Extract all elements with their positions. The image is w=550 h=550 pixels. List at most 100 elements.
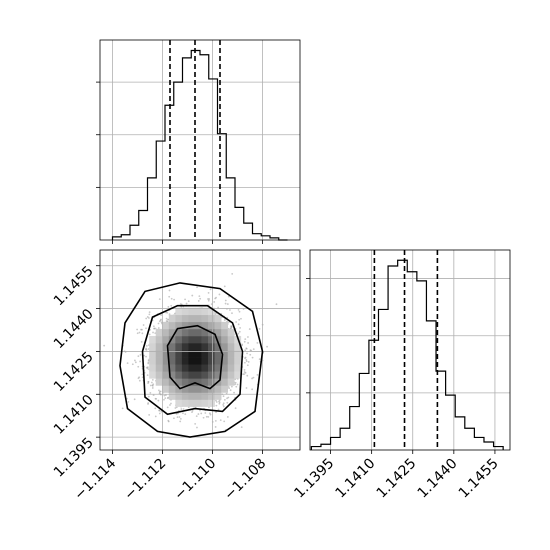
scatter-point [208, 298, 211, 300]
scatter-point [222, 403, 225, 406]
y-tick-label: 1.1425 [51, 349, 97, 395]
scatter-point [134, 359, 136, 362]
scatter-point [237, 323, 240, 326]
scatter-point [236, 383, 239, 386]
density-cell [175, 307, 183, 316]
density-cell [221, 321, 229, 330]
density-cell [221, 364, 229, 372]
scatter-point [159, 319, 162, 322]
density-cell [208, 371, 215, 379]
scatter-point [163, 394, 166, 397]
scatter-point [249, 353, 252, 356]
scatter-point [223, 420, 226, 423]
density-cell [162, 335, 170, 344]
density-cell [168, 364, 176, 372]
scatter-point [247, 361, 250, 363]
density-cell [195, 335, 202, 344]
scatter-point [148, 313, 151, 316]
scatter-point [245, 387, 248, 389]
scatter-point [249, 349, 252, 352]
density-cell [221, 378, 229, 386]
density-cell [155, 364, 163, 372]
density-cell [181, 378, 189, 386]
scatter-point [164, 397, 167, 399]
scatter-point [131, 363, 134, 366]
density-cell [208, 307, 215, 316]
density-cell [181, 343, 189, 351]
scatter-point [154, 332, 157, 335]
scatter-point [147, 362, 150, 365]
density-cell [155, 378, 163, 386]
scatter-point [231, 272, 234, 275]
density-cell [175, 350, 183, 358]
scatter-point [170, 304, 173, 307]
density-cell [162, 357, 170, 365]
density-cell [168, 371, 176, 379]
scatter-point [241, 344, 243, 347]
density-cell [208, 335, 215, 344]
ticks [306, 278, 496, 454]
density-cell [188, 321, 196, 330]
density-cell [188, 335, 196, 344]
scatter-point [251, 377, 253, 380]
scatter-point [141, 328, 143, 331]
scatter-point [139, 360, 142, 363]
scatter-point [252, 348, 255, 351]
density-cell [188, 392, 196, 400]
density-cell [201, 385, 209, 393]
density-cell [175, 328, 183, 337]
scatter-point [244, 356, 247, 359]
density-cell [168, 350, 176, 358]
scatter-point [148, 311, 151, 314]
scatter-point [237, 308, 240, 311]
scatter-point [227, 396, 230, 399]
density-cell [227, 364, 235, 372]
density-cell [234, 371, 242, 379]
scatter-point [245, 347, 248, 350]
axes-frame [99, 39, 301, 241]
scatter-point [145, 355, 147, 358]
density-cell [175, 335, 183, 344]
density-cell [162, 321, 170, 330]
x-tick-labels: −1.114 −1.112 −1.110 −1.108 [71, 455, 269, 503]
scatter-point [187, 300, 190, 303]
scatter-point [166, 406, 169, 409]
scatter-point [226, 416, 229, 418]
scatter-point [158, 409, 160, 412]
density-cell [195, 328, 202, 337]
density-cell [227, 335, 235, 344]
scatter-point [137, 377, 140, 380]
density-cell [195, 350, 202, 358]
density-cell [155, 371, 163, 379]
density-cell [188, 357, 196, 365]
scatter-point [246, 364, 249, 367]
density-cell [162, 371, 170, 379]
scatter-point [217, 408, 220, 411]
scatter-point [168, 289, 171, 292]
scatter-point [239, 327, 241, 329]
scatter-point [209, 288, 212, 291]
scatter-point [154, 407, 157, 410]
scatter-point [202, 416, 205, 419]
scatter-point [238, 330, 241, 333]
scatter-point [136, 328, 139, 331]
density-cell [168, 392, 176, 400]
density-cell [175, 364, 183, 372]
scatter-point [158, 298, 161, 301]
scatter-point [214, 419, 217, 422]
density-cell [175, 399, 183, 407]
density-cell [188, 364, 196, 372]
density-cell [162, 343, 170, 351]
histogram [310, 259, 504, 450]
scatter-point [148, 414, 151, 416]
scatter-point [207, 415, 210, 418]
density-cell [181, 385, 189, 393]
scatter-point [160, 410, 163, 413]
scatter-point [145, 347, 148, 350]
density-cell [162, 385, 170, 393]
density-cell [149, 343, 157, 351]
scatter-point [121, 407, 124, 410]
density-cell [175, 371, 183, 379]
ticks [96, 81, 263, 244]
scatter-point [238, 318, 241, 321]
